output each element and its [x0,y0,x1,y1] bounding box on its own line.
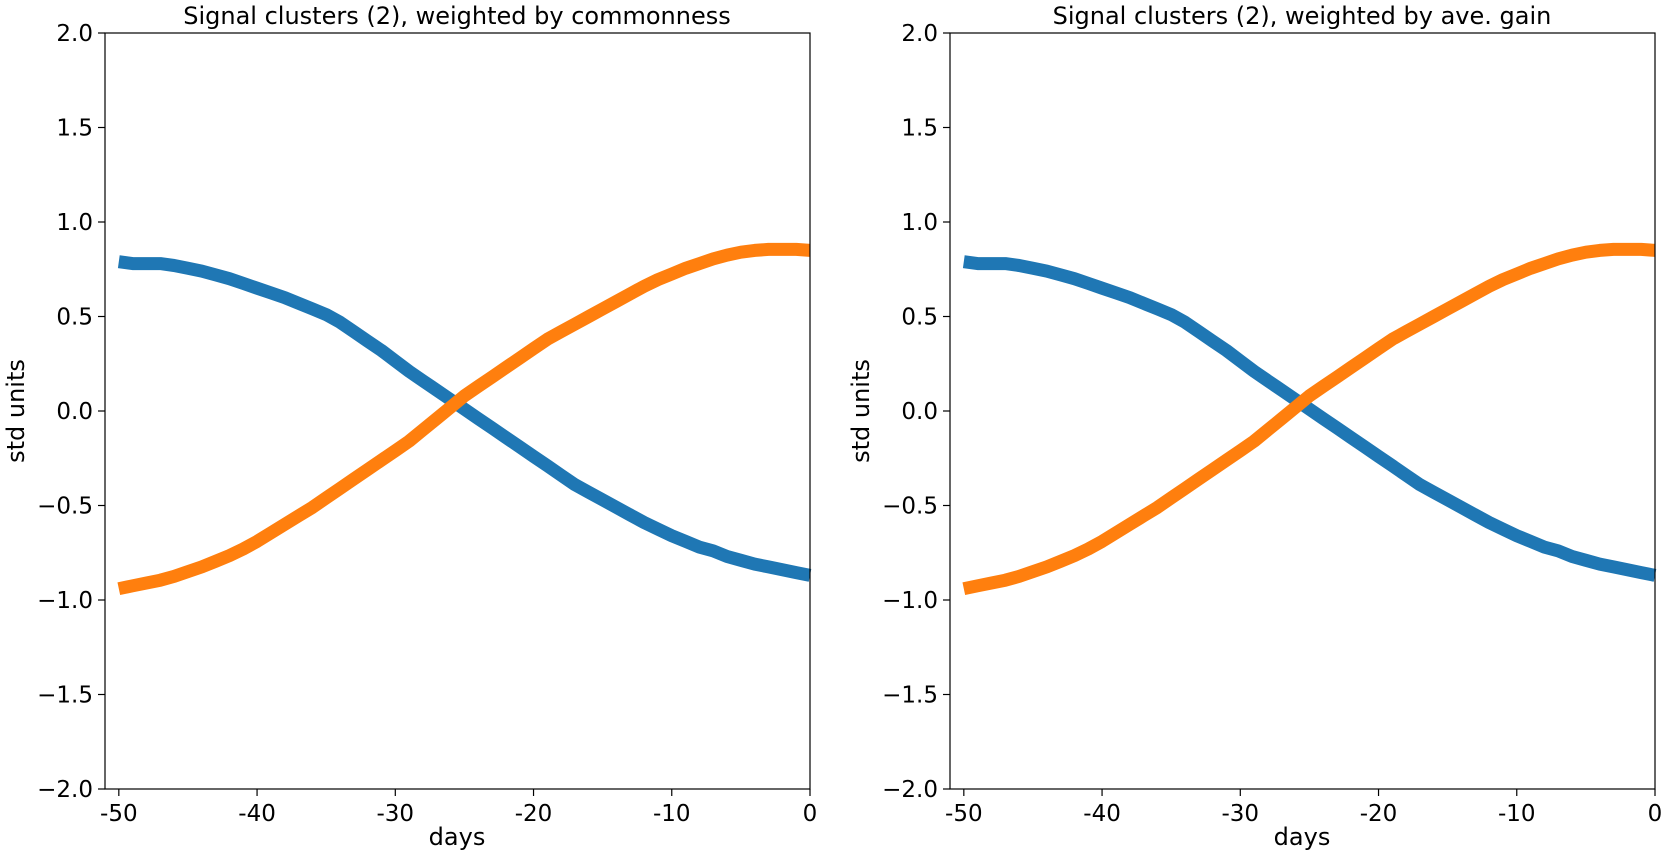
x-tick-label: -40 [238,801,276,827]
y-axis-label: std units [2,359,30,463]
chart-panel-ave-gain: Signal clusters (2), weighted by ave. ga… [847,2,1662,851]
plot-area: -50 -40 -30 -20 -10 0 2.0 1.5 1.0 0.5 0.0 −0.5 −1.0 −… [882,21,1662,827]
x-axis-label: days [429,823,486,851]
y-tick-label: −2.0 [37,777,93,803]
y-tick-label: −0.5 [882,494,938,520]
y-tick-label: −1.0 [882,588,938,614]
x-tick-label: -50 [945,801,983,827]
y-tick-label: 0.5 [901,305,938,331]
x-tick-label: -30 [1222,801,1260,827]
y-tick-label: 0.5 [56,305,93,331]
y-tick-label: −0.5 [37,494,93,520]
x-tick-label: -20 [515,801,553,827]
y-tick-label: 2.0 [901,21,938,47]
y-tick-label: −1.5 [37,683,93,709]
chart-title: Signal clusters (2), weighted by ave. ga… [1053,2,1552,30]
x-tick-label: -50 [100,801,138,827]
x-tick-label: 0 [803,801,818,827]
chart-title: Signal clusters (2), weighted by commonn… [183,2,731,30]
series-line-1 [962,255,1657,582]
series-line-2 [117,242,811,596]
x-tick-label: -10 [1498,801,1536,827]
y-tick-label: −2.0 [882,777,938,803]
y-tick-label: 2.0 [56,21,93,47]
x-axis-label: days [1274,823,1331,851]
y-tick-label: −1.0 [37,588,93,614]
series-line-1 [117,255,812,582]
plot-area: -50 -40 -30 -20 -10 0 2.0 1.5 1.0 0.5 0.0 −0.5 −1.0 −… [37,21,817,827]
chart-panel-commonness: Signal clusters (2), weighted by commonn… [2,2,817,851]
y-tick-label: −1.5 [882,683,938,709]
y-tick-label: 0.0 [901,399,938,425]
x-tick-label: 0 [1648,801,1663,827]
y-tick-label: 1.0 [56,210,93,236]
series-line-2 [962,242,1656,596]
y-axis-label: std units [847,359,875,463]
y-tick-label: 1.5 [901,116,938,142]
x-tick-label: -20 [1360,801,1398,827]
y-tick-label: 1.0 [901,210,938,236]
y-tick-label: 1.5 [56,116,93,142]
x-tick-label: -30 [377,801,415,827]
y-tick-label: 0.0 [56,399,93,425]
x-tick-label: -40 [1083,801,1121,827]
x-tick-label: -10 [653,801,691,827]
